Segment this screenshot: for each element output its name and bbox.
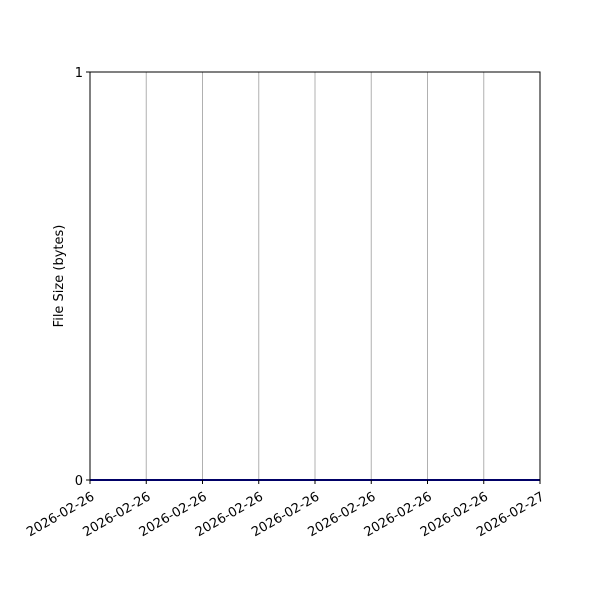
gridlines (145, 72, 485, 480)
y-axis: 01 (75, 66, 90, 489)
x-axis: 2026-02-262026-02-262026-02-262026-02-26… (24, 480, 547, 540)
y-axis-label: File Size (bytes) (52, 225, 67, 328)
y-tick-label: 1 (75, 66, 83, 81)
y-tick-label: 0 (75, 474, 83, 489)
